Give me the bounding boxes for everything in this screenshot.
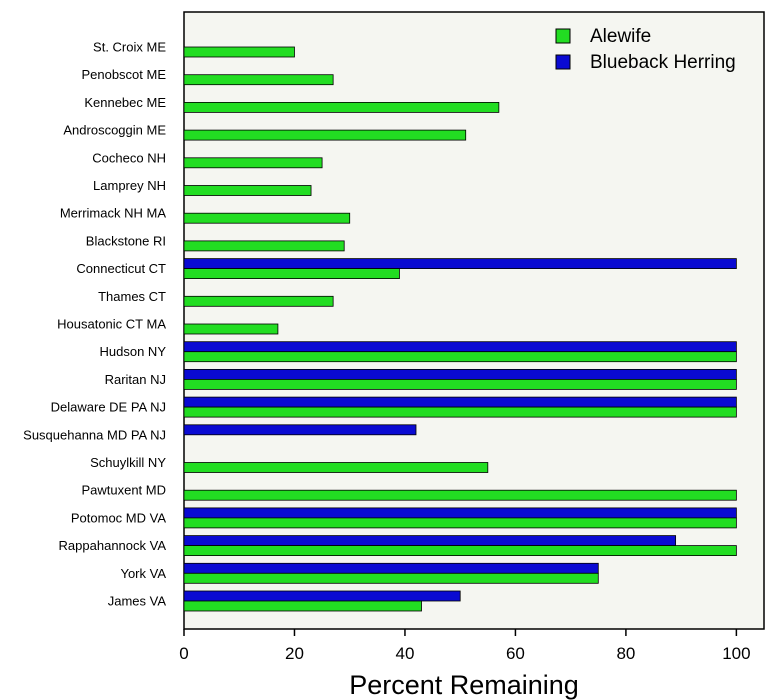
- category-label: Androscoggin ME: [63, 123, 166, 138]
- x-tick-label: 20: [285, 644, 304, 663]
- category-label: Schuylkill NY: [90, 455, 166, 470]
- bar-alewife: [183, 185, 312, 196]
- bar-alewife: [183, 46, 295, 58]
- bar-blueback-herring: [183, 258, 737, 270]
- x-tick-label: 80: [616, 644, 635, 663]
- bar-alewife: [183, 378, 737, 390]
- category-label: Raritan NJ: [105, 372, 166, 387]
- category-label: Penobscot ME: [81, 67, 166, 82]
- category-label: Lamprey NH: [93, 178, 166, 193]
- bar-blueback-herring: [183, 590, 461, 602]
- bar-alewife: [183, 102, 500, 113]
- legend: Alewife Blueback Herring: [555, 26, 736, 73]
- category-label: Susquehanna MD PA NJ: [23, 427, 166, 442]
- category-label: Thames CT: [98, 289, 166, 304]
- category-label: Housatonic CT MA: [57, 317, 166, 332]
- category-label: Blackstone RI: [86, 233, 166, 248]
- bar-alewife: [183, 323, 279, 335]
- bar-alewife: [183, 295, 334, 307]
- bar-alewife: [183, 406, 737, 418]
- bar-alewife: [183, 489, 737, 501]
- bar-alewife: [183, 517, 737, 529]
- category-label: Hudson NY: [100, 344, 167, 359]
- category-label: Potomoc MD VA: [71, 510, 166, 525]
- bar-blueback-herring: [183, 562, 599, 574]
- bar-blueback-herring: [183, 341, 737, 353]
- bar-alewife: [183, 462, 489, 473]
- category-label: Rappahannock VA: [59, 538, 167, 553]
- x-axis-ticks: 0 20 40 60 80 100: [179, 629, 751, 663]
- bar-blueback-herring: [183, 368, 737, 380]
- legend-label: Blueback Herring: [590, 52, 736, 73]
- bar-alewife: [183, 572, 599, 584]
- category-label: Delaware DE PA NJ: [51, 400, 166, 415]
- x-axis-title: Percent Remaining: [349, 670, 579, 700]
- bar-blueback-herring: [183, 535, 677, 546]
- bar-alewife: [183, 74, 334, 86]
- bars-layer: [183, 46, 737, 612]
- x-tick-label: 0: [179, 644, 188, 663]
- category-label: Kennebec ME: [84, 95, 166, 110]
- bar-alewife: [183, 351, 737, 363]
- category-label: York VA: [120, 566, 166, 581]
- x-tick-label: 100: [722, 644, 750, 663]
- category-label: Pawtuxent MD: [81, 483, 166, 498]
- x-tick-label: 60: [506, 644, 525, 663]
- bar-alewife: [183, 545, 737, 556]
- bar-blueback-herring: [183, 424, 417, 436]
- bar-alewife: [183, 600, 422, 612]
- category-label: James VA: [108, 594, 167, 609]
- legend-label: Alewife: [590, 26, 651, 47]
- bar-alewife: [183, 157, 323, 169]
- legend-swatch: [555, 54, 571, 70]
- category-labels: St. Croix ME Penobscot ME Kennebec ME Andro…: [23, 40, 166, 609]
- category-label: Connecticut CT: [76, 261, 166, 276]
- bar-alewife: [183, 240, 345, 252]
- bar-blueback-herring: [183, 396, 737, 408]
- legend-swatch: [555, 28, 571, 44]
- bar-alewife: [183, 268, 400, 280]
- category-label: Cocheco NH: [92, 150, 166, 165]
- bar-alewife: [183, 212, 351, 224]
- category-label: St. Croix ME: [93, 40, 166, 55]
- category-label: Merrimack NH MA: [60, 206, 166, 221]
- x-tick-label: 40: [395, 644, 414, 663]
- bar-blueback-herring: [183, 507, 737, 519]
- bar-alewife: [183, 129, 467, 141]
